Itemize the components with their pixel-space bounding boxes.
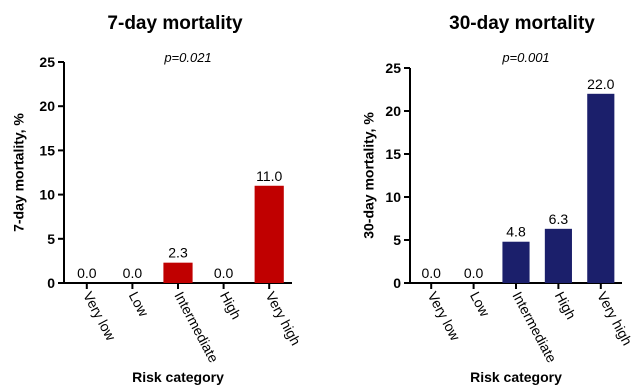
y-axis-label: 30-day mortality, % bbox=[361, 112, 377, 239]
bar bbox=[544, 228, 572, 283]
y-axis-label: 7-day mortality, % bbox=[11, 113, 27, 232]
y-tick-label: 15 bbox=[39, 142, 55, 158]
x-tick-label: Very low bbox=[80, 289, 119, 344]
y-tick-label: 20 bbox=[39, 98, 55, 114]
value-label: 6.3 bbox=[549, 211, 569, 227]
chart-title: 30-day mortality bbox=[449, 13, 595, 34]
chart-title: 7-day mortality bbox=[107, 13, 243, 34]
x-axis-label: Risk category bbox=[470, 369, 562, 385]
y-tick-label: 10 bbox=[39, 187, 55, 203]
y-tick-label: 10 bbox=[385, 189, 401, 205]
x-tick-label: Very low bbox=[425, 289, 464, 344]
value-label: 0.0 bbox=[214, 265, 234, 281]
bar bbox=[163, 262, 193, 283]
bar bbox=[587, 93, 615, 283]
x-tick-label: High bbox=[217, 289, 245, 322]
x-tick-label: Low bbox=[126, 289, 153, 320]
x-tick-label: Intermediate bbox=[509, 289, 560, 365]
y-tick-label: 25 bbox=[39, 54, 55, 70]
x-tick-label: Low bbox=[467, 289, 494, 320]
subtitle: p=0.001 bbox=[501, 50, 549, 65]
value-label: 0.0 bbox=[464, 265, 484, 281]
x-tick-label: Intermediate bbox=[171, 289, 222, 365]
x-axis-label: Risk category bbox=[132, 369, 224, 385]
y-tick-label: 0 bbox=[393, 275, 401, 291]
value-label: 0.0 bbox=[123, 265, 143, 281]
y-tick-label: 25 bbox=[385, 60, 401, 76]
y-tick-label: 5 bbox=[47, 231, 55, 247]
value-label: 0.0 bbox=[421, 265, 441, 281]
value-label: 22.0 bbox=[587, 76, 614, 92]
subtitle: p=0.021 bbox=[163, 50, 211, 65]
x-tick-label: Very high bbox=[594, 289, 634, 348]
y-tick-label: 20 bbox=[385, 103, 401, 119]
value-label: 0.0 bbox=[77, 265, 97, 281]
y-tick-label: 15 bbox=[385, 146, 401, 162]
value-label: 11.0 bbox=[256, 168, 282, 184]
y-tick-label: 5 bbox=[393, 232, 401, 248]
x-tick-label: High bbox=[552, 289, 580, 322]
y-tick-label: 0 bbox=[47, 275, 55, 291]
bar bbox=[502, 241, 530, 283]
x-tick-label: Very high bbox=[263, 289, 305, 348]
bar bbox=[254, 185, 284, 283]
value-label: 2.3 bbox=[168, 245, 188, 261]
value-label: 4.8 bbox=[506, 224, 526, 240]
